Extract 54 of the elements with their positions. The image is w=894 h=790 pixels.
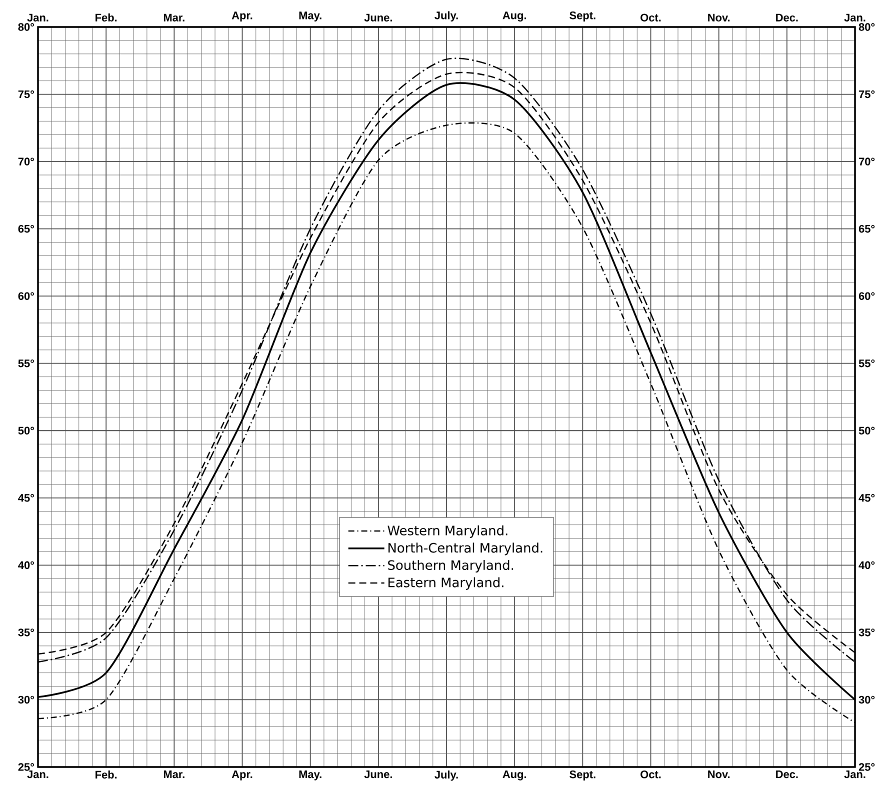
x-tick-label: Oct. [640, 770, 661, 778]
x-tick-label: Jan. [27, 770, 48, 778]
y2-tick-label: 65° [858, 224, 875, 233]
x-tick-label: Dec. [776, 770, 798, 778]
category-label: Nov. [708, 14, 730, 22]
y2-tick-label: 25° [858, 763, 875, 771]
y2-tick-label: 35° [858, 628, 875, 636]
x-tick-label: Apr. [232, 770, 252, 780]
category-label: Aug. [502, 12, 526, 22]
y-tick-label: 45° [18, 494, 34, 502]
y-tick-label: 25° [18, 763, 34, 771]
y-tick-label: 75° [18, 90, 34, 98]
category-label: Sept. [570, 12, 596, 22]
legend-label: Western Maryland. [388, 525, 508, 538]
x-tick-label: Jan. [844, 770, 866, 778]
y2-tick-label: 50° [858, 426, 875, 435]
x-tick-label: Nov. [708, 770, 730, 778]
x-tick-label: June. [364, 770, 392, 778]
legend-label: Eastern Maryland. [388, 577, 504, 590]
y2-tick-label: 75° [859, 90, 875, 98]
x-tick-label: July. [434, 770, 458, 781]
category-label: May. [299, 12, 322, 22]
x-tick-label: Aug. [502, 770, 526, 780]
y-tick-label: 70° [18, 158, 34, 166]
legend-label: Southern Maryland. [388, 560, 514, 573]
category-label: Dec. [776, 14, 798, 22]
category-label: June. [364, 14, 392, 22]
category-label: Mar. [164, 14, 184, 22]
y-tick-label: 35° [18, 628, 34, 636]
category-label: Apr. [232, 12, 252, 22]
y-tick-label: 50° [18, 426, 34, 435]
x-tick-label: Mar. [164, 770, 184, 778]
y-tick-label: 65° [18, 224, 34, 233]
legend-label: North-Central Maryland. [388, 542, 542, 556]
y2-tick-label: 80° [858, 23, 875, 31]
category-label: Oct. [640, 14, 661, 22]
y2-tick-label: 70° [859, 158, 875, 166]
x-tick-label: Sept. [570, 770, 596, 780]
category-label: Feb. [96, 13, 117, 22]
y2-tick-label: 30° [858, 696, 875, 704]
y2-tick-label: 60° [858, 292, 875, 300]
x-tick-label: May. [299, 770, 322, 780]
y2-tick-label: 45° [858, 494, 875, 502]
x-tick-label: Feb. [96, 770, 117, 779]
y-tick-label: 60° [18, 292, 34, 300]
y2-tick-label: 55° [858, 359, 875, 368]
y-tick-label: 55° [18, 359, 34, 368]
category-label: Jan. [27, 14, 48, 22]
y-tick-label: 80° [18, 23, 34, 31]
y2-tick-label: 40° [858, 561, 875, 570]
category-label: Jan. [844, 14, 866, 22]
y-tick-label: 30° [18, 696, 34, 704]
y-tick-label: 40° [18, 561, 34, 570]
category-label: July. [434, 11, 458, 22]
